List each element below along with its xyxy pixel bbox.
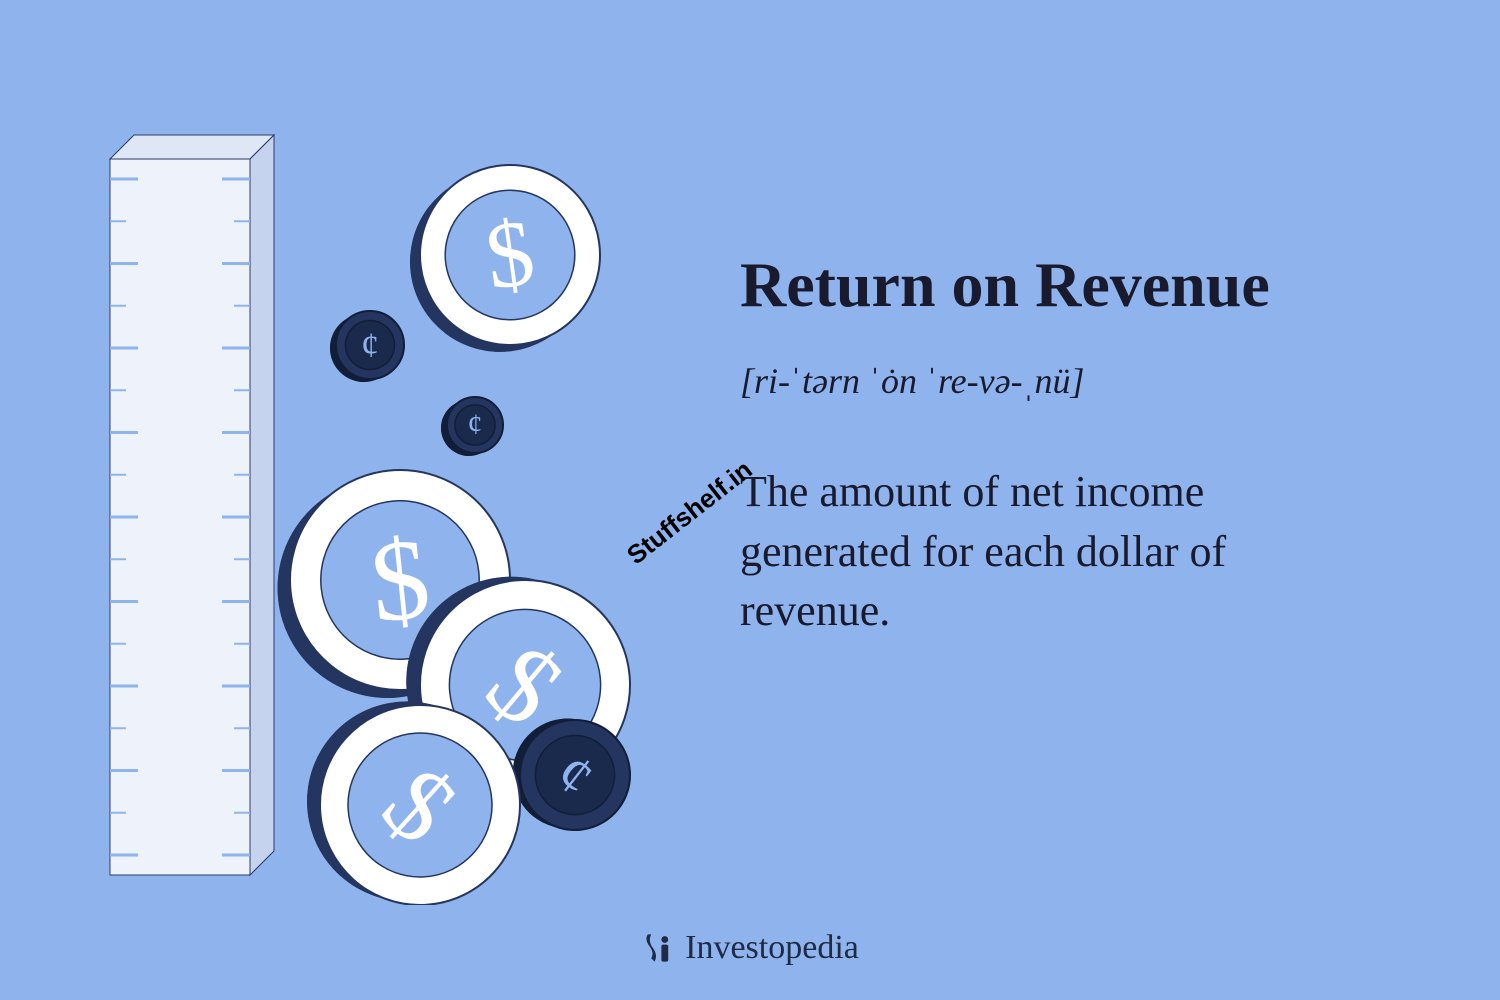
- term-definition: The amount of net income generated for e…: [740, 462, 1300, 640]
- term-pronunciation: [ri-ˈtərn ˈȯn ˈre-və-ˌnü]: [740, 360, 1420, 402]
- brand-text: Investopedia: [685, 929, 859, 967]
- brand-footer: Investopedia: [0, 929, 1500, 970]
- illustration-area: $¢¢$$¢$: [90, 125, 710, 885]
- infographic-canvas: $¢¢$$¢$ Return on Revenue [ri-ˈtərn ˈȯn …: [0, 0, 1500, 1000]
- text-block: Return on Revenue [ri-ˈtərn ˈȯn ˈre-və-ˌ…: [740, 250, 1420, 641]
- brand-icon: [641, 931, 675, 965]
- term-title: Return on Revenue: [740, 250, 1420, 320]
